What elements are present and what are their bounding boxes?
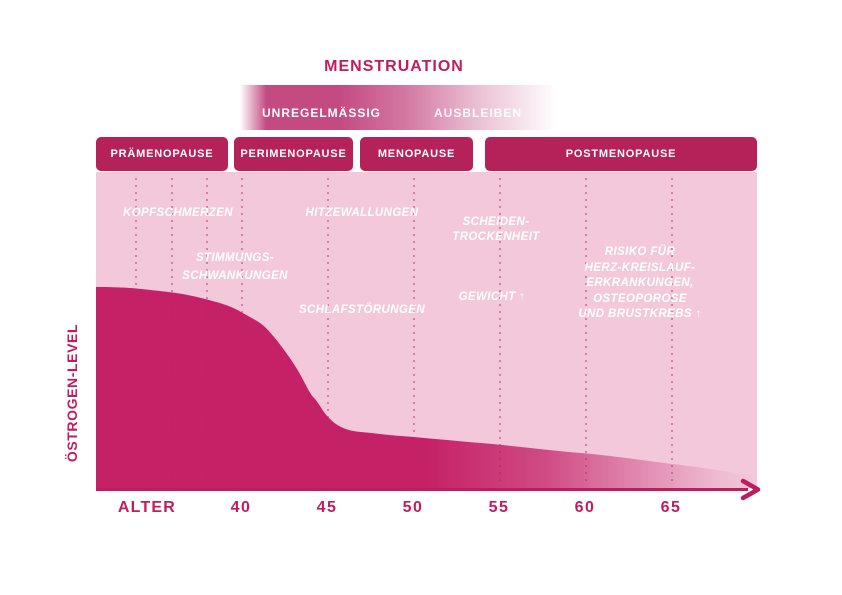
grid-dotted-line	[413, 178, 415, 483]
x-axis-arrow-icon	[740, 478, 761, 501]
phase-menopause: MENOPAUSE	[360, 137, 473, 171]
estrogen-level-curve	[96, 287, 757, 488]
symptom-kopfschmerzen: KOPFSCHMERZEN	[98, 206, 258, 222]
x-tick-50: 50	[402, 499, 424, 516]
y-axis-label: ÖSTROGEN-LEVEL	[64, 323, 80, 463]
symptom-line: STIMMUNGS-	[195, 252, 275, 264]
x-axis-title: ALTER	[117, 499, 177, 516]
grid-dotted-line	[171, 178, 173, 483]
phase-postmenopause: POSTMENOPAUSE	[485, 137, 757, 171]
x-tick-40: 40	[230, 499, 252, 516]
plot-area: KOPFSCHMERZEN STIMMUNGS- SCHWANKUNGEN HI…	[96, 172, 757, 488]
grid-dotted-line	[241, 178, 243, 483]
symptom-risiko: RISIKO FÜR HERZ-KREISLAUF- ERKRANKUNGEN,…	[540, 245, 740, 323]
menstruation-absent-label: AUSBLEIBEN	[434, 106, 523, 120]
x-tick-55: 55	[488, 499, 510, 516]
grid-dotted-line	[206, 178, 208, 483]
symptom-line: OSTEOPOROSE	[593, 292, 687, 305]
menstruation-gradient-band: UNREGELMÄSSIG AUSBLEIBEN	[240, 85, 570, 130]
menstruation-irregular-label: UNREGELMÄSSIG	[262, 106, 382, 120]
phase-label: MENOPAUSE	[377, 148, 456, 160]
grid-dotted-line	[135, 178, 137, 483]
symptom-line: SCHLAFSTÖRUNGEN	[298, 304, 426, 316]
symptom-line: SCHWANKUNGEN	[182, 270, 288, 282]
symptom-line: TROCKENHEIT	[452, 231, 540, 243]
grid-dotted-line	[327, 178, 329, 483]
symptom-line: UND BRUSTKREBS ↑	[578, 308, 702, 320]
x-axis-line	[96, 488, 748, 491]
symptom-gewicht: GEWICHT ↑	[412, 290, 572, 306]
phase-label: PERIMENOPAUSE	[240, 148, 347, 160]
symptom-scheidentrockenheit: SCHEIDEN- TROCKENHEIT	[416, 215, 576, 245]
symptom-line: GEWICHT ↑	[458, 291, 526, 303]
x-tick-65: 65	[660, 499, 682, 516]
symptom-line: HITZEWALLUNGEN	[305, 207, 419, 219]
symptom-line: SCHEIDEN-	[462, 216, 530, 228]
phase-perimenopause: PERIMENOPAUSE	[234, 137, 353, 171]
symptom-line: HERZ-KREISLAUF-	[584, 261, 696, 274]
grid-dotted-line	[585, 178, 587, 483]
phase-praemenopause: PRÄMENOPAUSE	[96, 137, 228, 171]
phase-label: POSTMENOPAUSE	[565, 148, 677, 160]
chart-title: MENSTRUATION	[324, 58, 464, 75]
grid-dotted-line	[499, 178, 501, 483]
x-tick-60: 60	[574, 499, 596, 516]
phase-label: PRÄMENOPAUSE	[110, 148, 214, 160]
symptom-line: KOPFSCHMERZEN	[123, 207, 233, 219]
symptom-schlafstoerungen: SCHLAFSTÖRUNGEN	[282, 303, 442, 319]
symptom-line: ERKRANKUNGEN,	[586, 277, 694, 289]
symptom-hitzewallungen: HITZEWALLUNGEN	[282, 206, 442, 222]
symptom-stimmungsschwankungen: STIMMUNGS- SCHWANKUNGEN	[155, 249, 315, 285]
x-tick-45: 45	[316, 499, 338, 516]
grid-dotted-line	[671, 178, 673, 483]
symptom-line: RISIKO FÜR	[604, 246, 676, 258]
